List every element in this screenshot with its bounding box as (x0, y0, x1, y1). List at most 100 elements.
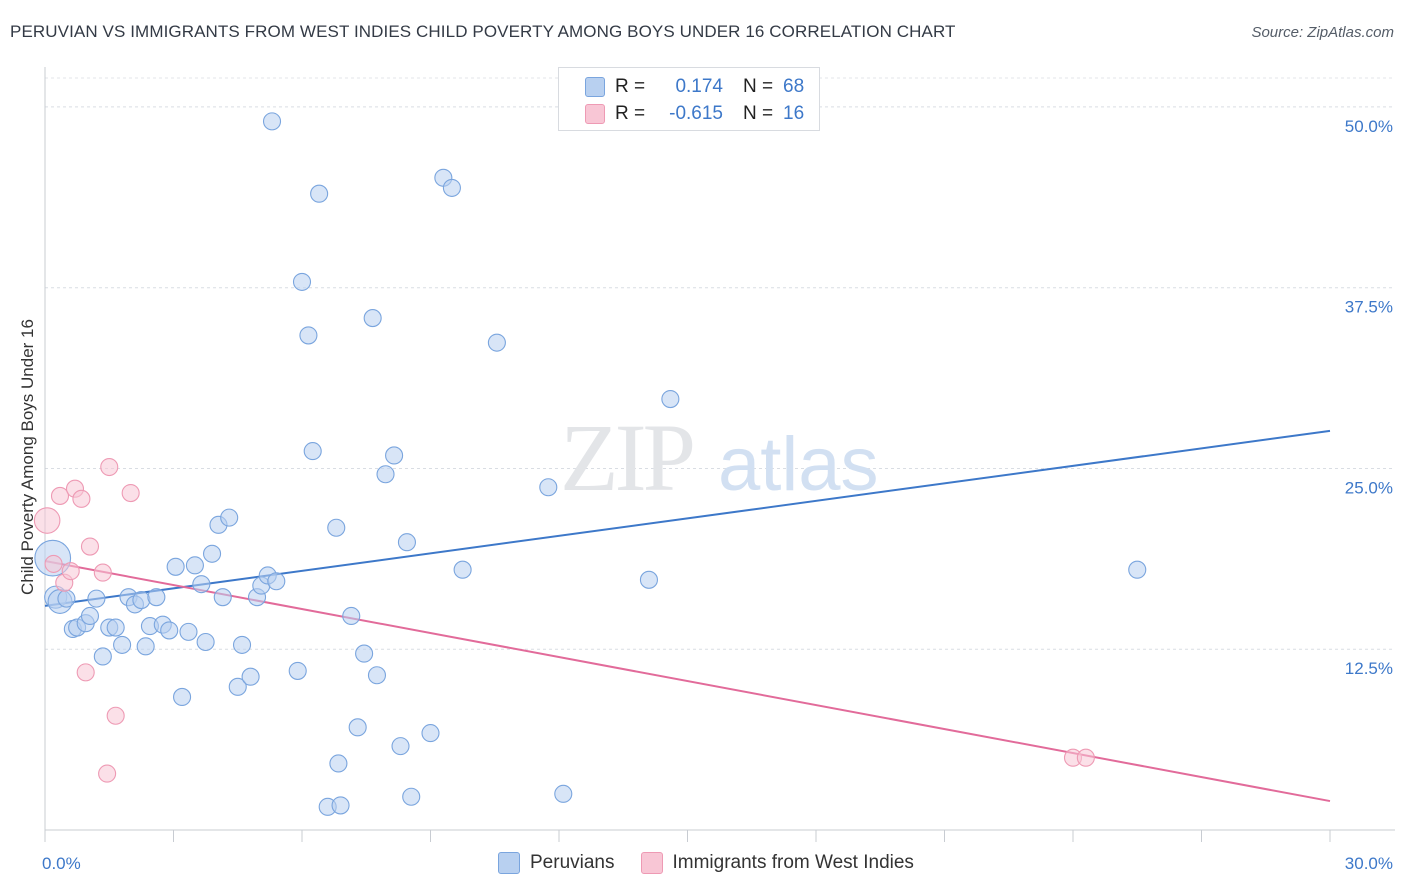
peruvians-point (147, 588, 166, 607)
x-tick-label: 0.0% (42, 854, 81, 873)
legend-label: Peruvians (530, 852, 615, 873)
peruvians-point (93, 647, 112, 666)
y-tick-label: 25.0% (1345, 478, 1393, 497)
west-indies-point (72, 489, 91, 508)
watermark-atlas: atlas (718, 422, 879, 507)
peruvians-point (228, 677, 247, 696)
legend-swatch-blue (585, 77, 605, 97)
peruvians-point (87, 589, 106, 608)
peruvians-point (179, 622, 198, 641)
peruvians-point (132, 591, 151, 610)
peruvians-point (80, 606, 100, 626)
legend-r-value: -0.615 (669, 103, 723, 124)
legend-n-value: 16 (783, 103, 805, 124)
legend-r-label: R = (615, 76, 646, 97)
data-points (33, 112, 1147, 816)
peruvians-point (539, 478, 558, 497)
y-tick-label: 12.5% (1345, 659, 1393, 678)
peruvians-point (487, 333, 506, 352)
legend-n-label: N = (743, 76, 774, 97)
peruvians-point (160, 621, 179, 640)
peruvians-point (661, 389, 680, 409)
peruvians-point (196, 632, 215, 652)
watermark: ZIP atlas (560, 404, 879, 511)
peruvians-point (299, 326, 318, 345)
peruvians-point (442, 178, 461, 197)
peruvians-point (203, 544, 222, 563)
legend-n-label: N = (743, 103, 774, 124)
legend-swatch-pink (640, 852, 663, 874)
peruvians-point (113, 635, 132, 654)
peruvians-point (331, 796, 350, 815)
west-indies-point (44, 554, 63, 573)
y-tick-label: 37.5% (1345, 298, 1393, 317)
legend-swatch-blue (498, 852, 520, 874)
chart-title: PERUVIAN VS IMMIGRANTS FROM WEST INDIES … (10, 22, 956, 41)
peruvians-point (106, 618, 125, 637)
west-indies-point (1076, 748, 1095, 767)
tick-labels: 12.5% 25.0% 37.5% 50.0% 0.0% 30.0% (42, 117, 1393, 873)
west-indies-point (93, 563, 112, 582)
peruvians-point (57, 589, 76, 608)
y-tick-label: 50.0% (1345, 117, 1393, 136)
legend-n-value: 68 (783, 76, 805, 97)
legend-row-west-indies: R = -0.615 N = 16 (585, 102, 804, 126)
peruvians-point (385, 446, 404, 465)
peruvians-point (327, 518, 346, 537)
peruvians-point (367, 666, 387, 685)
peruvians-point (363, 309, 382, 328)
legend-row-peruvians: R = 0.174 N = 68 (585, 75, 804, 99)
legend-item-west-indies[interactable]: Immigrants from West Indies (640, 852, 914, 874)
peruvians-point (342, 606, 361, 626)
legend-label: Immigrants from West Indies (672, 852, 914, 873)
west-indies-point (76, 663, 95, 682)
peruvians-point (397, 533, 416, 552)
peruvians-point (267, 572, 286, 591)
x-tick-label: 30.0% (1345, 854, 1393, 873)
peruvians-point (185, 556, 204, 575)
peruvians-point (232, 635, 252, 654)
axes (44, 67, 1395, 842)
west-indies-point (106, 706, 125, 725)
peruvians-point (329, 754, 348, 773)
peruvians-point (453, 560, 472, 579)
peruvians-point (1128, 560, 1147, 579)
legend-r-label: R = (615, 103, 646, 124)
peruvians-point (376, 465, 395, 484)
peruvians-point (348, 718, 367, 737)
watermark-zip: ZIP (560, 404, 693, 511)
peruvians-point (310, 184, 329, 203)
west-indies-point (98, 764, 117, 783)
peruvians-point (241, 667, 260, 686)
correlation-legend: R = 0.174 N = 68 R = -0.615 N = 16 (558, 67, 820, 131)
peruvians-point (303, 442, 322, 461)
peruvians-point (213, 588, 232, 607)
legend-swatch-pink (585, 104, 605, 124)
peruvians-point (288, 661, 307, 680)
west-indies-point (121, 483, 140, 503)
series-legend: Peruvians Immigrants from West Indies (498, 852, 940, 874)
west-indies-point (100, 457, 119, 477)
peruvians-point (391, 737, 410, 756)
gridlines (45, 77, 1395, 650)
peruvians-point (639, 570, 659, 589)
peruvians-point (262, 112, 282, 131)
peruvians-point (192, 575, 211, 594)
chart-source: Source: ZipAtlas.com (1251, 24, 1394, 41)
peruvians-point (136, 637, 155, 656)
peruvians-point (166, 557, 185, 576)
legend-r-value: 0.174 (675, 76, 723, 97)
west-indies-point (33, 507, 61, 534)
peruvians-point (292, 272, 312, 291)
west-indies-point (61, 562, 80, 581)
peruvians-point (554, 784, 573, 803)
peruvians-point (355, 644, 374, 663)
peruvians-point (402, 787, 421, 806)
peruvians-point (220, 508, 239, 527)
peruvians-point (421, 724, 440, 743)
y-axis-label: Child Poverty Among Boys Under 16 (18, 319, 37, 595)
legend-item-peruvians[interactable]: Peruvians (498, 852, 615, 874)
west-indies-point (50, 486, 70, 505)
peruvians-point (173, 687, 192, 707)
